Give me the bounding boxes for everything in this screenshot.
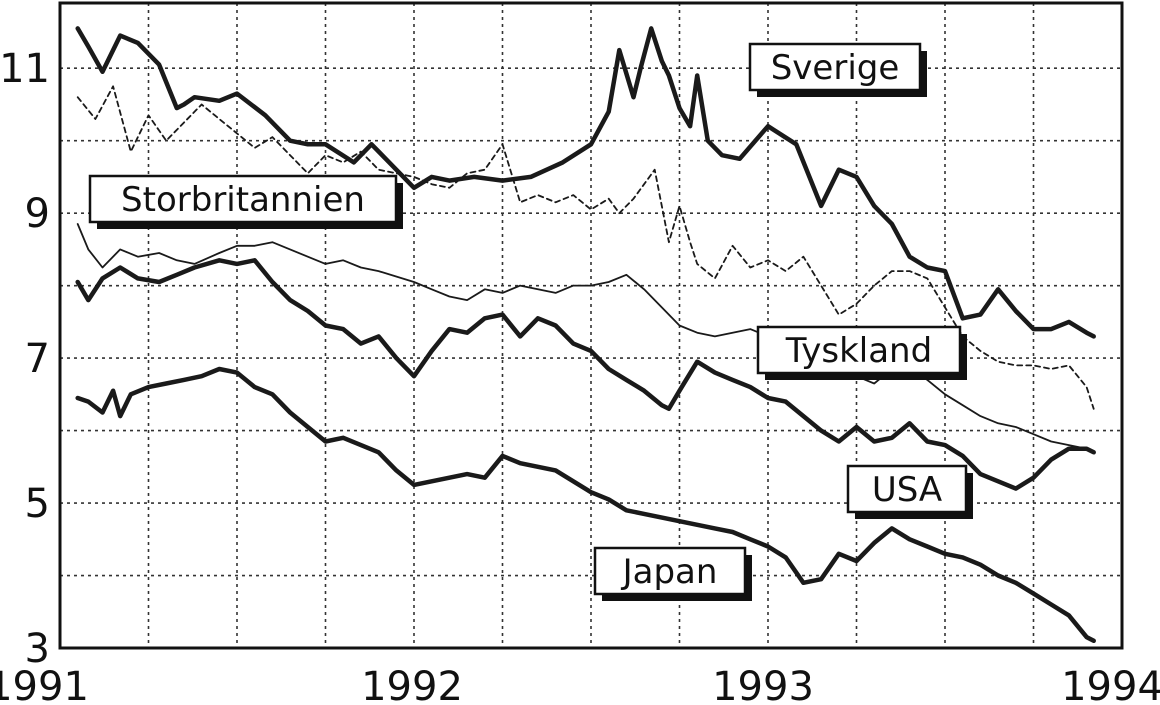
y-tick-label: 7 [25, 336, 50, 382]
x-tick-label: 1991 [0, 664, 89, 705]
label-box [756, 325, 962, 375]
series-line-tyskland [76, 223, 1095, 454]
series-lines [75, 26, 1096, 644]
label-box [88, 174, 398, 224]
series-line-sverige [75, 26, 1096, 339]
label-text-usa: USA [872, 470, 942, 510]
label-japan: Japan [593, 546, 752, 601]
x-tick-label: 1994 [1061, 664, 1160, 705]
label-box [846, 464, 968, 514]
label-storbritannien: Storbritannien [88, 174, 403, 229]
label-box [748, 42, 922, 92]
label-sverige: Sverige [748, 42, 927, 97]
y-tick-label: 9 [25, 191, 50, 237]
label-tyskland: Tyskland [756, 325, 967, 380]
x-tick-label: 1992 [361, 664, 463, 705]
x-tick-label: 1993 [712, 664, 814, 705]
label-text-storbritannien: Storbritannien [121, 180, 365, 220]
label-box [593, 546, 747, 596]
label-usa: USA [846, 464, 973, 519]
label-text-sverige: Sverige [771, 48, 900, 88]
y-tick-label: 11 [0, 46, 50, 92]
y-tick-label: 3 [25, 626, 50, 672]
plot-frame [58, 1, 1124, 650]
label-text-japan: Japan [621, 552, 718, 592]
series-line-storbritannien [76, 85, 1095, 410]
series-labels: Sverige Storbritannien Tyskland USA Japan [88, 42, 973, 601]
y-tick-label: 5 [25, 481, 50, 527]
label-text-tyskland: Tyskland [785, 331, 932, 371]
axis-ticks: 1991 1992 1993 1994 3 5 7 9 11 [0, 46, 1160, 705]
series-line-usa [75, 258, 1096, 491]
series-line-japan [75, 366, 1096, 644]
